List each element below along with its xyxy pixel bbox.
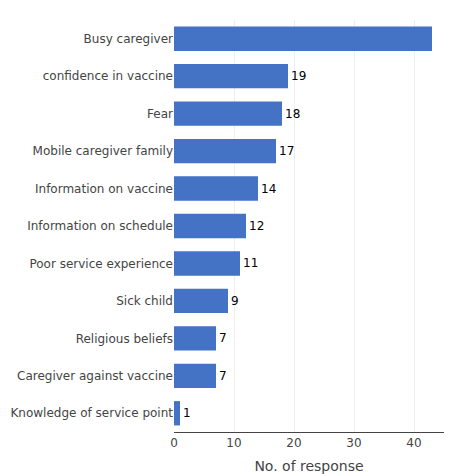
svg-text:Information on vaccine: Information on vaccine	[35, 182, 173, 196]
svg-text:17: 17	[279, 144, 294, 158]
svg-text:10: 10	[226, 436, 241, 450]
svg-text:18: 18	[285, 107, 300, 121]
svg-text:7: 7	[219, 331, 227, 345]
svg-text:9: 9	[231, 294, 239, 308]
svg-text:Busy caregiver: Busy caregiver	[84, 32, 173, 46]
svg-text:30: 30	[346, 436, 361, 450]
svg-text:Sick child: Sick child	[116, 294, 173, 308]
svg-text:14: 14	[261, 182, 276, 196]
svg-text:Poor service experience: Poor service experience	[29, 257, 173, 271]
svg-text:Knowledge of service point: Knowledge of service point	[10, 406, 173, 420]
svg-text:40: 40	[406, 436, 421, 450]
svg-text:7: 7	[219, 369, 227, 383]
svg-text:11: 11	[243, 256, 258, 270]
svg-text:12: 12	[249, 219, 264, 233]
svg-text:1: 1	[183, 406, 191, 420]
svg-text:0: 0	[170, 436, 178, 450]
svg-text:confidence in vaccine: confidence in vaccine	[43, 69, 173, 83]
svg-text:20: 20	[286, 436, 301, 450]
svg-text:No. of response: No. of response	[254, 458, 363, 474]
svg-text:Fear: Fear	[147, 107, 173, 121]
svg-text:Caregiver against vaccine: Caregiver against vaccine	[17, 369, 173, 383]
svg-text:Religious beliefs: Religious beliefs	[76, 332, 173, 346]
svg-text:Information on schedule: Information on schedule	[27, 219, 173, 233]
svg-text:19: 19	[291, 69, 306, 83]
svg-text:Mobile caregiver family: Mobile caregiver family	[33, 144, 173, 158]
